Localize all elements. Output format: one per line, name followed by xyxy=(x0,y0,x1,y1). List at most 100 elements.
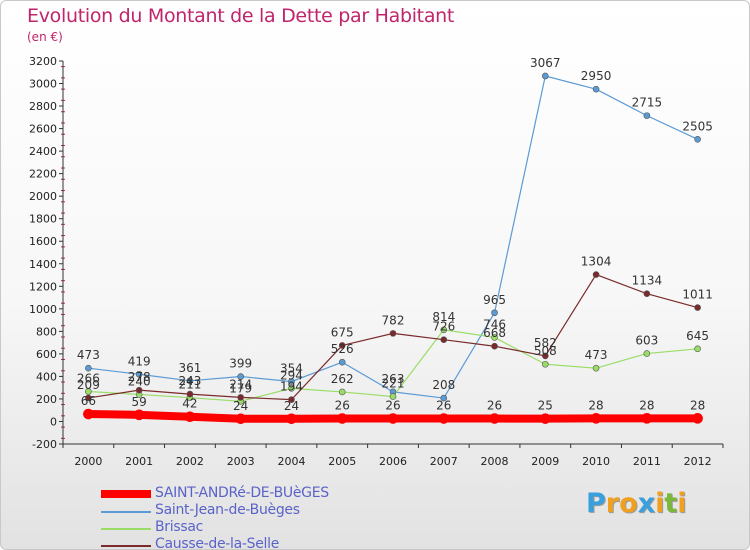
data-label: 24 xyxy=(233,399,248,413)
data-point xyxy=(338,342,346,349)
data-point xyxy=(440,326,448,334)
legend-swatch xyxy=(101,511,151,513)
data-label: 354 xyxy=(280,362,303,376)
y-tick-label: 2400 xyxy=(29,145,57,158)
data-label: 208 xyxy=(432,378,455,392)
data-label: 209 xyxy=(77,378,100,392)
data-label: 668 xyxy=(483,326,506,340)
data-label: 240 xyxy=(128,374,151,388)
y-tick-label: 600 xyxy=(36,348,57,361)
data-label: 25 xyxy=(538,399,553,413)
data-point xyxy=(694,345,701,353)
data-label: 726 xyxy=(432,320,455,334)
y-tick-label: 3000 xyxy=(29,78,57,91)
data-point xyxy=(542,72,549,80)
data-label: 782 xyxy=(382,313,405,327)
y-tick-label: 2600 xyxy=(29,123,57,136)
data-point xyxy=(85,364,92,372)
data-label: 42 xyxy=(182,397,197,411)
data-point xyxy=(288,396,295,403)
data-label: 1134 xyxy=(632,274,663,288)
data-label: 2950 xyxy=(581,69,612,83)
logo-letter: x xyxy=(637,488,656,519)
data-point xyxy=(286,413,297,425)
data-label: 28 xyxy=(690,398,705,412)
legend-label: SAINT-ANDRé-DE-BUèGES xyxy=(155,485,329,501)
data-label: 473 xyxy=(585,348,608,362)
data-point xyxy=(135,386,143,394)
data-label: 508 xyxy=(534,344,557,358)
y-tick-label: 1400 xyxy=(29,258,57,271)
data-point xyxy=(643,290,651,298)
data-label: 211 xyxy=(178,378,201,392)
data-label: 262 xyxy=(331,372,354,386)
x-tick-label: 2010 xyxy=(582,455,610,468)
y-tick-label: 2200 xyxy=(29,168,57,181)
x-tick-label: 2006 xyxy=(379,455,407,468)
data-point xyxy=(491,334,498,341)
chart-title: Evolution du Montant de la Dette par Hab… xyxy=(27,5,455,27)
legend-label: Brissac xyxy=(155,519,204,535)
data-label: 28 xyxy=(588,398,603,412)
data-point xyxy=(489,413,500,424)
y-tick-label: 0 xyxy=(50,415,57,428)
logo-letter: i xyxy=(677,488,687,519)
y-tick-label: -200 xyxy=(32,438,57,451)
data-label: 263 xyxy=(382,372,405,386)
data-point xyxy=(592,85,600,93)
legend-swatch xyxy=(101,490,151,498)
data-point xyxy=(237,373,244,380)
y-tick-label: 800 xyxy=(36,325,57,338)
y-tick-label: 2800 xyxy=(29,100,57,113)
data-label: 278 xyxy=(128,370,151,384)
data-point xyxy=(590,413,602,424)
data-label: 526 xyxy=(331,342,354,356)
data-point xyxy=(643,350,651,357)
data-label: 294 xyxy=(280,368,303,382)
data-point xyxy=(288,385,295,392)
data-point xyxy=(694,304,701,311)
logo-letter: o xyxy=(619,488,638,519)
data-point xyxy=(440,394,448,402)
y-tick-label: 1000 xyxy=(29,303,57,316)
data-label: 361 xyxy=(178,361,201,375)
data-point xyxy=(438,413,450,424)
data-label: 179 xyxy=(229,381,252,395)
data-label: 645 xyxy=(686,329,709,343)
data-label: 1011 xyxy=(682,288,713,302)
data-label: 221 xyxy=(382,377,405,391)
data-label: 582 xyxy=(534,336,557,350)
data-point xyxy=(389,393,397,400)
data-point xyxy=(336,413,348,424)
y-tick-label: 2000 xyxy=(29,190,57,203)
data-point xyxy=(389,330,397,337)
x-tick-label: 2000 xyxy=(74,455,102,468)
chart-subtitle: (en €) xyxy=(27,30,63,44)
data-point xyxy=(338,388,346,396)
data-point xyxy=(643,112,651,119)
x-tick-label: 2008 xyxy=(481,455,509,468)
data-label: 3067 xyxy=(530,56,561,70)
x-tick-label: 2007 xyxy=(430,455,458,468)
data-point xyxy=(184,411,196,423)
y-tick-label: 3200 xyxy=(29,55,57,68)
data-point xyxy=(186,377,194,385)
data-label: 194 xyxy=(280,380,303,394)
data-point xyxy=(692,413,703,424)
logo-letter: t xyxy=(664,488,678,519)
data-label: 266 xyxy=(77,372,100,386)
x-tick-label: 2012 xyxy=(684,455,712,468)
logo-letter: r xyxy=(605,488,620,519)
legend-label: Saint-Jean-de-Buèges xyxy=(155,502,300,518)
data-label: 965 xyxy=(483,293,506,307)
data-point xyxy=(592,271,600,278)
data-point xyxy=(237,394,244,401)
x-tick-label: 2004 xyxy=(277,455,305,468)
data-label: 26 xyxy=(385,399,400,413)
data-label: 419 xyxy=(128,354,151,368)
legend-label: Causse-de-la-Selle xyxy=(155,536,280,550)
data-point xyxy=(491,309,498,317)
logo-letter: i xyxy=(655,488,665,519)
data-point xyxy=(235,413,246,425)
data-point xyxy=(491,342,498,350)
